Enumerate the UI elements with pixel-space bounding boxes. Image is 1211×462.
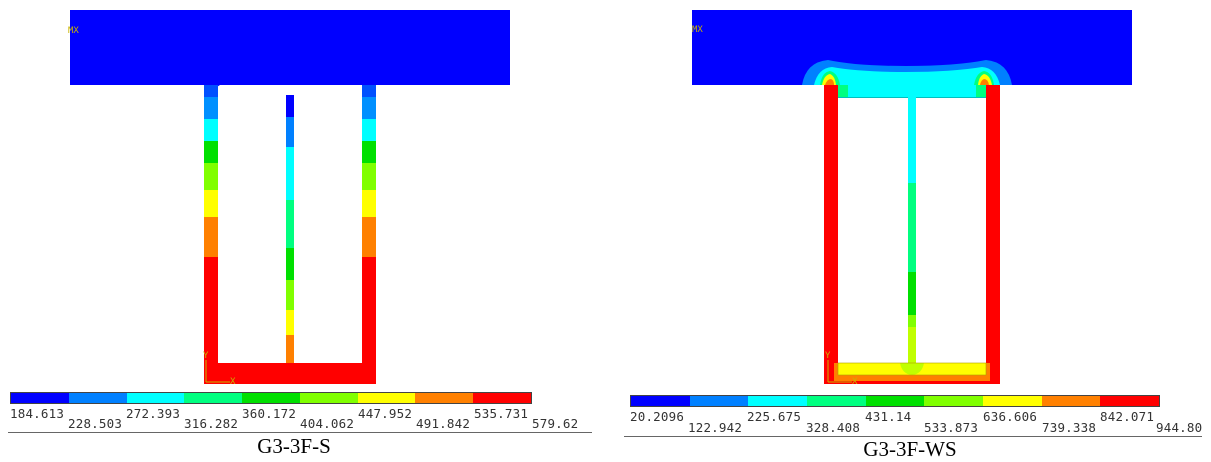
node-marker: MX [68, 26, 79, 36]
legend-value: 225.675 [747, 409, 802, 424]
legend-value: 636.606 [983, 409, 1038, 424]
svg-text:X: X [230, 377, 236, 387]
contour-plot-g3-3f-s: MX [68, 10, 510, 387]
axis-triad: Y X [825, 351, 858, 387]
bottom-plate [204, 363, 376, 384]
legend-value: 328.408 [806, 420, 861, 435]
svg-text:Y: Y [203, 351, 209, 361]
legend-colorbar [10, 392, 532, 404]
svg-text:X: X [852, 377, 858, 387]
legend-value: 20.2096 [630, 409, 685, 424]
legend-swatch [68, 393, 127, 403]
slab [70, 10, 510, 85]
legend-swatch [807, 396, 866, 406]
legend-swatch [748, 396, 808, 406]
top-plate [838, 85, 986, 97]
axis-triad: Y X [203, 351, 236, 387]
legend-value: 491.842 [416, 416, 471, 431]
legend-swatch [473, 393, 532, 403]
legend-swatch [299, 393, 358, 403]
legend-value: 228.503 [68, 416, 123, 431]
legend-swatch [689, 396, 749, 406]
figure-caption: G3-3F-S [257, 434, 331, 458]
legend-value: 360.172 [242, 406, 297, 421]
legend-swatch [184, 393, 243, 403]
figure-caption: G3-3F-WS [863, 437, 957, 461]
bottom-plate [824, 362, 1000, 384]
panel-g3-3f-ws: MX [616, 0, 1211, 462]
legend-swatch [126, 393, 185, 403]
left-flange [204, 85, 218, 384]
legend-value: 535.731 [474, 406, 529, 421]
caption-rule [624, 436, 1202, 437]
node-marker: MX [692, 25, 703, 35]
center-web [908, 97, 916, 363]
center-web [286, 95, 294, 363]
legend-value: 739.338 [1042, 420, 1097, 435]
svg-text:Y: Y [825, 351, 831, 361]
legend-value: 404.062 [300, 416, 355, 431]
legend-value: 184.613 [10, 406, 65, 421]
left-flange [824, 85, 838, 384]
legend-swatch [415, 393, 474, 403]
legend-swatch [1100, 396, 1160, 406]
legend-swatch [242, 393, 300, 403]
legend-swatch [983, 396, 1042, 406]
right-flange [986, 85, 1000, 384]
caption-rule [8, 432, 592, 433]
legend-value: 272.393 [126, 406, 181, 421]
legend-value: 533.873 [924, 420, 979, 435]
legend-value: 447.952 [358, 406, 413, 421]
legend-value: 579.62 [532, 416, 579, 431]
legend-swatch [11, 393, 69, 403]
right-flange [362, 85, 376, 384]
legend-value: 122.942 [688, 420, 743, 435]
legend-swatch [924, 396, 984, 406]
legend-colorbar [630, 395, 1160, 407]
legend-value: 842.071 [1100, 409, 1155, 424]
legend-swatch [865, 396, 925, 406]
contour-plot-g3-3f-ws: MX [692, 10, 1132, 387]
legend-value: 431.14 [865, 409, 912, 424]
panel-g3-3f-s: MX [0, 0, 600, 462]
legend-swatch [357, 393, 416, 403]
legend-swatch [1041, 396, 1101, 406]
slab-stress-bulb [802, 60, 1012, 85]
legend-swatch [631, 396, 690, 406]
legend-value: 944.80 [1156, 420, 1203, 435]
legend-value: 316.282 [184, 416, 239, 431]
